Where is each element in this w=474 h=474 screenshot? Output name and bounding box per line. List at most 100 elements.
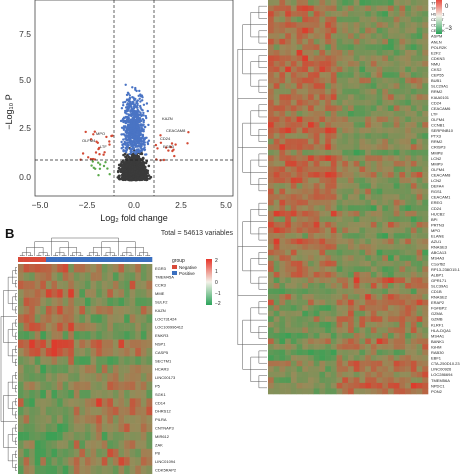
r-heatmap-cell: [359, 188, 366, 195]
r-heatmap-cell: [330, 371, 337, 378]
b-heatmap-cell: [51, 373, 58, 382]
b-heatmap-cell: [124, 322, 130, 332]
r-heatmap-cell: [399, 360, 406, 367]
r-heatmap-cell: [268, 99, 275, 106]
r-heatmap-cell: [388, 344, 395, 350]
r-heatmap-cell: [285, 294, 292, 300]
b-heatmap-cell: [129, 423, 136, 433]
r-heatmap-cell: [382, 127, 389, 134]
r-heatmap-cell: [313, 260, 320, 267]
r-heatmap-cell: [410, 72, 417, 78]
r-heatmap-cell: [313, 116, 320, 123]
r-heatmap-cell: [268, 66, 275, 73]
b-heatmap-cell: [57, 398, 63, 408]
b-heatmap-cell: [45, 406, 52, 416]
r-heatmap-cell: [330, 244, 337, 251]
b-heatmap-cell: [45, 314, 52, 324]
b-heatmap-cell: [124, 339, 130, 349]
r-heatmap-cell: [410, 155, 417, 162]
r-heatmap-cell: [382, 266, 389, 273]
r-heatmap-cell: [279, 105, 286, 112]
b-heatmap-cell: [73, 322, 80, 332]
r-heatmap-cell: [325, 177, 332, 184]
volcano-point-sig: [108, 143, 111, 146]
r-heatmap-cell: [353, 299, 360, 306]
r-heatmap-cell: [370, 310, 377, 317]
volcano-point-p: [139, 138, 143, 141]
r-heatmap-cell: [359, 194, 366, 201]
r-heatmap-cell: [410, 172, 417, 178]
r-heatmap-cell: [348, 216, 355, 223]
r-heatmap-cell: [365, 33, 372, 40]
b-heatmap-cell: [118, 448, 125, 458]
r-heatmap-cell: [336, 349, 343, 356]
r-heatmap-cell: [388, 5, 395, 12]
volcano-point-p: [142, 114, 145, 117]
volcano-point-p: [120, 133, 123, 136]
r-heatmap-cell: [308, 299, 315, 306]
r-heatmap-cell: [405, 33, 412, 40]
r-heatmap-cell: [342, 199, 349, 206]
r-heatmap-cell: [416, 310, 423, 317]
r-heatmap-cell: [273, 316, 280, 323]
r-heatmap-cell: [399, 88, 406, 95]
r-heatmap-cell: [399, 133, 406, 140]
b-heatmap-cell: [62, 306, 69, 315]
r-heatmap-cell: [302, 138, 309, 145]
r-heatmap-cell: [296, 177, 303, 184]
r-heatmap-cell: [410, 99, 417, 106]
b-heatmap-cell: [118, 306, 125, 315]
volcano-gene-label: CEACAM8: [166, 128, 186, 133]
r-heatmap-cell: [388, 155, 395, 162]
r-heatmap-cell: [313, 349, 320, 356]
r-heatmap-cell: [410, 238, 417, 245]
r-heatmap-cell: [422, 221, 429, 228]
b-heatmap-cell: [85, 348, 91, 357]
r-heatmap-cell: [273, 49, 280, 56]
r-heatmap-cell: [330, 138, 337, 145]
r-heatmap-cell: [365, 0, 372, 6]
r-heatmap-cell: [285, 249, 292, 256]
r-heatmap-cell: [330, 210, 337, 217]
r-heatmap-cell: [405, 355, 412, 361]
r-heatmap-cell: [285, 205, 292, 212]
r-heatmap-cell: [273, 149, 280, 156]
r-heatmap-cell: [290, 316, 297, 323]
b-heatmap-cell: [62, 348, 69, 357]
r-color-scale: 0 −3: [436, 0, 453, 34]
b-heatmap-cell: [51, 264, 58, 273]
r-heatmap-cell: [268, 233, 275, 239]
r-heatmap-cell: [302, 210, 309, 217]
r-heatmap-cell: [416, 94, 423, 101]
b-heatmap-cell: [118, 440, 125, 450]
r-gene-label: RRM2: [431, 89, 443, 94]
r-heatmap-cell: [422, 371, 429, 378]
b-dendro-branch: [15, 450, 17, 458]
b-heatmap-cell: [90, 339, 97, 349]
r-heatmap-cell: [405, 105, 412, 112]
b-heatmap-cell: [118, 457, 125, 466]
ytick-2-5: 2.5: [19, 123, 31, 133]
r-heatmap-cell: [319, 271, 326, 278]
r-heatmap-cell: [359, 16, 366, 23]
r-heatmap-cell: [319, 72, 326, 78]
r-heatmap-cell: [416, 66, 423, 73]
b-heatmap-cell: [101, 373, 108, 382]
b-heatmap-cell: [29, 406, 36, 416]
b-heatmap-cell: [18, 423, 24, 433]
r-heatmap-cell: [382, 360, 389, 367]
r-heatmap-cell: [273, 188, 280, 195]
r-heatmap-cell: [268, 344, 275, 350]
b-heatmap-cell: [68, 348, 75, 357]
r-heatmap-cell: [353, 127, 360, 134]
volcano-gene-label: LTF: [100, 144, 107, 149]
r-heatmap-cell: [342, 155, 349, 162]
r-heatmap-cell: [296, 188, 303, 195]
b-gene-label: ENKR3: [155, 333, 169, 338]
r-heatmap-cell: [296, 22, 303, 29]
b-heatmap-cell: [85, 289, 91, 298]
r-heatmap-cell: [268, 205, 275, 212]
b-heatmap-cell: [112, 465, 119, 474]
b-dendro-branch: [78, 255, 84, 256]
